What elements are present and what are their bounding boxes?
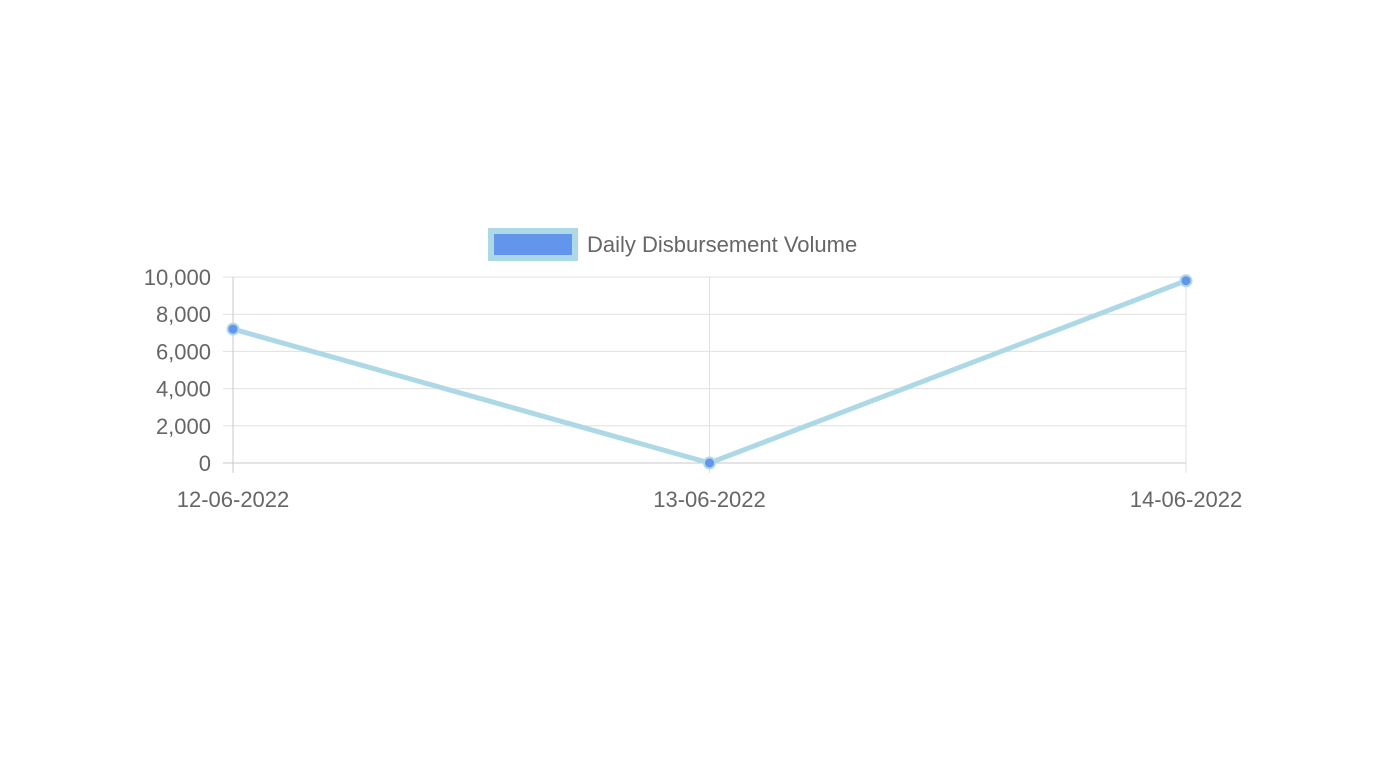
x-tick-label: 12-06-2022: [177, 487, 290, 512]
y-tick-label: 4,000: [156, 377, 211, 402]
data-point[interactable]: [226, 322, 240, 336]
y-tick-label: 0: [199, 451, 211, 476]
y-tick-label: 8,000: [156, 302, 211, 327]
grid-layer: [223, 276, 1187, 473]
legend-swatch[interactable]: [488, 228, 578, 261]
y-tick-label: 2,000: [156, 414, 211, 439]
x-tick-label: 13-06-2022: [653, 487, 766, 512]
x-tick-label: 14-06-2022: [1130, 487, 1243, 512]
legend[interactable]: Daily Disbursement Volume: [488, 228, 857, 261]
axis-layer: 0 2,000 4,000 6,000 8,000 10,000 12-06-2022 13-…: [144, 265, 1243, 512]
data-point[interactable]: [1179, 274, 1193, 288]
legend-label[interactable]: Daily Disbursement Volume: [587, 232, 857, 257]
series-layer: [226, 274, 1193, 470]
data-point[interactable]: [703, 456, 716, 470]
y-tick-label: 6,000: [156, 339, 211, 364]
y-tick-label: 10,000: [144, 265, 211, 290]
